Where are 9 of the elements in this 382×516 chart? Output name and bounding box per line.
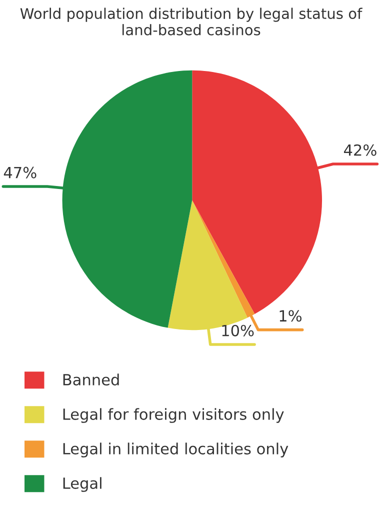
legend-label: Legal in limited localities only: [63, 442, 288, 458]
legend-label: Legal for foreign visitors only: [63, 408, 284, 423]
legend-label: Legal: [63, 477, 102, 492]
legend-label: Banned: [63, 374, 119, 386]
data-label: 42%: [344, 144, 376, 156]
data-label: 47%: [4, 166, 36, 178]
data-label: 10%: [222, 324, 254, 336]
data-label: 1%: [280, 310, 302, 322]
chart-title: World population distribution by legal status of land-based casinos: [20, 8, 362, 36]
